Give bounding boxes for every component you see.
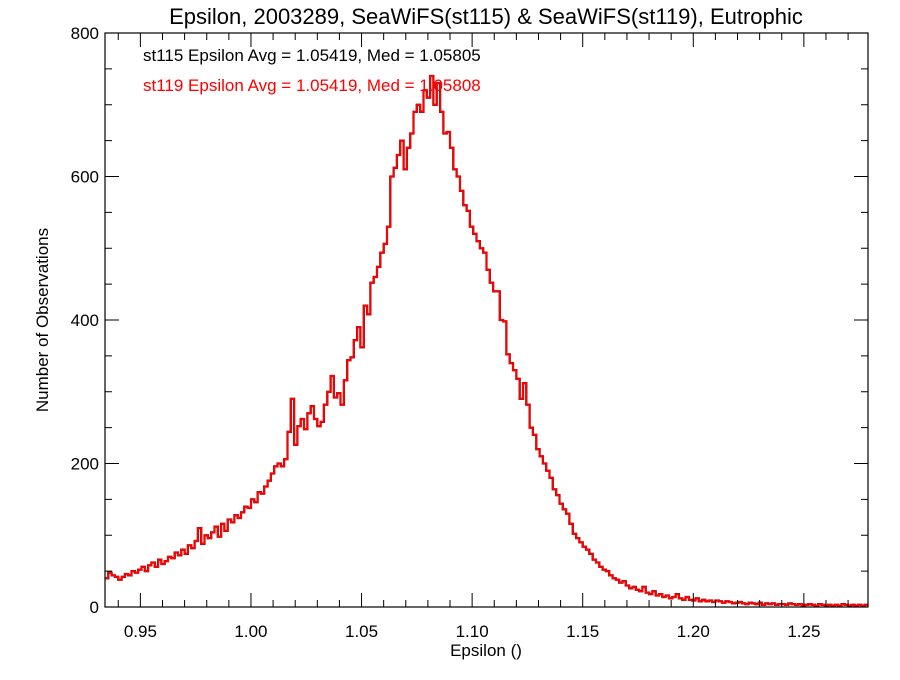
x-tick-label: 1.15 (566, 622, 599, 641)
y-tick-label: 800 (71, 24, 99, 43)
y-tick-label: 600 (71, 168, 99, 187)
annotation-st119: st119 Epsilon Avg = 1.05419, Med = 1.058… (143, 76, 481, 95)
series-line-st119 (105, 75, 868, 607)
y-tick-label: 400 (71, 311, 99, 330)
chart-title: Epsilon, 2003289, SeaWiFS(st115) & SeaWi… (169, 4, 803, 29)
y-tick-label: 200 (71, 455, 99, 474)
y-tick-label: 0 (90, 598, 99, 617)
y-axis-label: Number of Observations (33, 228, 52, 412)
plot-frame (104, 32, 869, 608)
x-axis-label: Epsilon () (450, 641, 522, 660)
x-tick-label: 0.95 (124, 622, 157, 641)
y-axis: 0 200 400 600 800 (71, 24, 868, 617)
x-axis: 0.95 1.00 1.05 1.10 1.15 1.20 1.25 (117, 33, 849, 641)
x-tick-label: 1.05 (345, 622, 378, 641)
x-tick-label: 1.20 (677, 622, 710, 641)
series-layer (105, 74, 868, 607)
x-tick-label: 1.25 (787, 622, 820, 641)
series-line-st115 (105, 74, 868, 607)
annotation-st115: st115 Epsilon Avg = 1.05419, Med = 1.058… (143, 46, 481, 65)
x-tick-label: 1.00 (234, 622, 267, 641)
x-tick-label: 1.10 (456, 622, 489, 641)
